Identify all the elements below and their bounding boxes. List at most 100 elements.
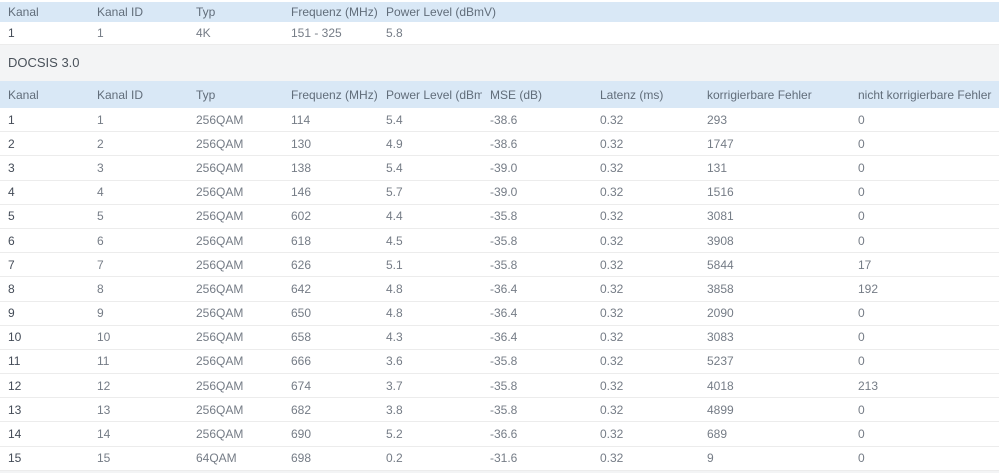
table-cell: 5.4 xyxy=(378,155,482,181)
table-cell: 0.2 xyxy=(378,446,482,471)
table-cell: 3908 xyxy=(699,228,850,254)
table-cell: 3081 xyxy=(699,204,850,229)
table-cell: 1 xyxy=(89,22,188,45)
table-cell: 0 xyxy=(850,446,999,471)
table-cell: 1747 xyxy=(699,131,850,157)
table-cell: 4018 xyxy=(699,373,850,399)
table-cell: 8 xyxy=(0,276,89,302)
table-cell: 3.6 xyxy=(378,349,482,375)
table-cell: 0 xyxy=(850,325,999,350)
table-cell: 1 xyxy=(0,108,89,133)
table-cell: -31.6 xyxy=(482,446,592,471)
table-cell: 9 xyxy=(89,301,188,326)
docsis-channel-table: Kanal Kanal ID Typ Frequenz (MHz) Power Leve… xyxy=(0,81,999,471)
section-title-docsis30: DOCSIS 3.0 xyxy=(0,45,999,81)
table-cell: 3 xyxy=(89,155,188,181)
table-cell: 5.8 xyxy=(378,22,999,45)
column-header: Kanal ID xyxy=(89,2,188,22)
table-cell: 256QAM xyxy=(188,373,283,399)
table-cell: 690 xyxy=(283,421,378,447)
table-cell: 0 xyxy=(850,131,999,157)
table-cell: 0.32 xyxy=(592,446,699,471)
table-cell: 3 xyxy=(0,155,89,181)
table-cell: 689 xyxy=(699,421,850,447)
table-row: 1 1 4K 151 - 325 5.8 xyxy=(0,22,999,45)
table-cell: 17 xyxy=(850,252,999,278)
table-cell: 0 xyxy=(850,228,999,254)
table-cell: 4 xyxy=(89,180,188,205)
table-row: 3 3 256QAM 138 5.4 -39.0 0.32 131 0 xyxy=(0,155,999,181)
table-cell: 256QAM xyxy=(188,108,283,133)
table-cell: 7 xyxy=(89,252,188,278)
table-row: 15 15 64QAM 698 0.2 -31.6 0.32 9 0 xyxy=(0,446,999,471)
table-cell: 15 xyxy=(89,446,188,471)
table-cell: 138 xyxy=(283,155,378,181)
table-cell: 4 xyxy=(0,180,89,205)
table-cell: 642 xyxy=(283,276,378,302)
table-cell: 11 xyxy=(0,349,89,375)
header-row: Kanal Kanal ID Typ Frequenz (MHz) Power Leve… xyxy=(0,81,999,108)
table-cell: 0.32 xyxy=(592,228,699,254)
table-row: 8 8 256QAM 642 4.8 -36.4 0.32 3858 192 xyxy=(0,276,999,302)
table-cell: 64QAM xyxy=(188,446,283,471)
table-row: 2 2 256QAM 130 4.9 -38.6 0.32 1747 0 xyxy=(0,131,999,157)
table-cell: 4.5 xyxy=(378,228,482,254)
table-cell: 3858 xyxy=(699,276,850,302)
upstream-channel-panel: Kanal Kanal ID Typ Frequenz (MHz) Power Leve… xyxy=(0,0,999,45)
table-cell: 12 xyxy=(0,373,89,399)
table-cell: 3083 xyxy=(699,325,850,350)
table-cell: 213 xyxy=(850,373,999,399)
column-header: Kanal xyxy=(0,2,89,22)
table-cell: 256QAM xyxy=(188,155,283,181)
table-cell: 15 xyxy=(0,446,89,471)
table-cell: 256QAM xyxy=(188,204,283,229)
column-header: nicht korrigierbare Fehler xyxy=(850,81,999,108)
table-cell: 192 xyxy=(850,276,999,302)
table-cell: 0 xyxy=(850,108,999,133)
table-cell: 658 xyxy=(283,325,378,350)
table-cell: 9 xyxy=(699,446,850,471)
table-row: 9 9 256QAM 650 4.8 -36.4 0.32 2090 0 xyxy=(0,301,999,326)
table-cell: 674 xyxy=(283,373,378,399)
table-cell: 0.32 xyxy=(592,180,699,205)
table-cell: 0.32 xyxy=(592,131,699,157)
column-header: Typ xyxy=(188,81,283,108)
table-cell: 5844 xyxy=(699,252,850,278)
table-cell: -39.0 xyxy=(482,180,592,205)
table-cell: 5237 xyxy=(699,349,850,375)
table-cell: 10 xyxy=(0,325,89,350)
table-cell: 5 xyxy=(89,204,188,229)
table-cell: 0.32 xyxy=(592,108,699,133)
table-cell: 4899 xyxy=(699,397,850,423)
table-cell: 0.32 xyxy=(592,325,699,350)
table-cell: -39.0 xyxy=(482,155,592,181)
table-cell: 131 xyxy=(699,155,850,181)
table-row: 10 10 256QAM 658 4.3 -36.4 0.32 3083 0 xyxy=(0,325,999,350)
column-header: korrigierbare Fehler xyxy=(699,81,850,108)
table-cell: 5.1 xyxy=(378,252,482,278)
table-row: 1 1 256QAM 114 5.4 -38.6 0.32 293 0 xyxy=(0,108,999,133)
table-cell: 0 xyxy=(850,421,999,447)
table-cell: -35.8 xyxy=(482,228,592,254)
table-cell: 14 xyxy=(89,421,188,447)
table-cell: 0.32 xyxy=(592,421,699,447)
table-cell: 0 xyxy=(850,397,999,423)
table-cell: 0.32 xyxy=(592,397,699,423)
table-cell: 618 xyxy=(283,228,378,254)
column-header: Frequenz (MHz) xyxy=(283,81,378,108)
table-cell: -35.8 xyxy=(482,252,592,278)
table-cell: 256QAM xyxy=(188,276,283,302)
table-cell: 6 xyxy=(89,228,188,254)
table-row: 12 12 256QAM 674 3.7 -35.8 0.32 4018 213 xyxy=(0,373,999,399)
table-cell: 7 xyxy=(0,252,89,278)
table-cell: 293 xyxy=(699,108,850,133)
column-header: MSE (dB) xyxy=(482,81,592,108)
table-cell: 4.3 xyxy=(378,325,482,350)
table-cell: 5.4 xyxy=(378,108,482,133)
table-cell: 146 xyxy=(283,180,378,205)
table-cell: 698 xyxy=(283,446,378,471)
table-cell: 650 xyxy=(283,301,378,326)
table-cell: -36.4 xyxy=(482,325,592,350)
table-cell: 0 xyxy=(850,301,999,326)
table-cell: 256QAM xyxy=(188,131,283,157)
